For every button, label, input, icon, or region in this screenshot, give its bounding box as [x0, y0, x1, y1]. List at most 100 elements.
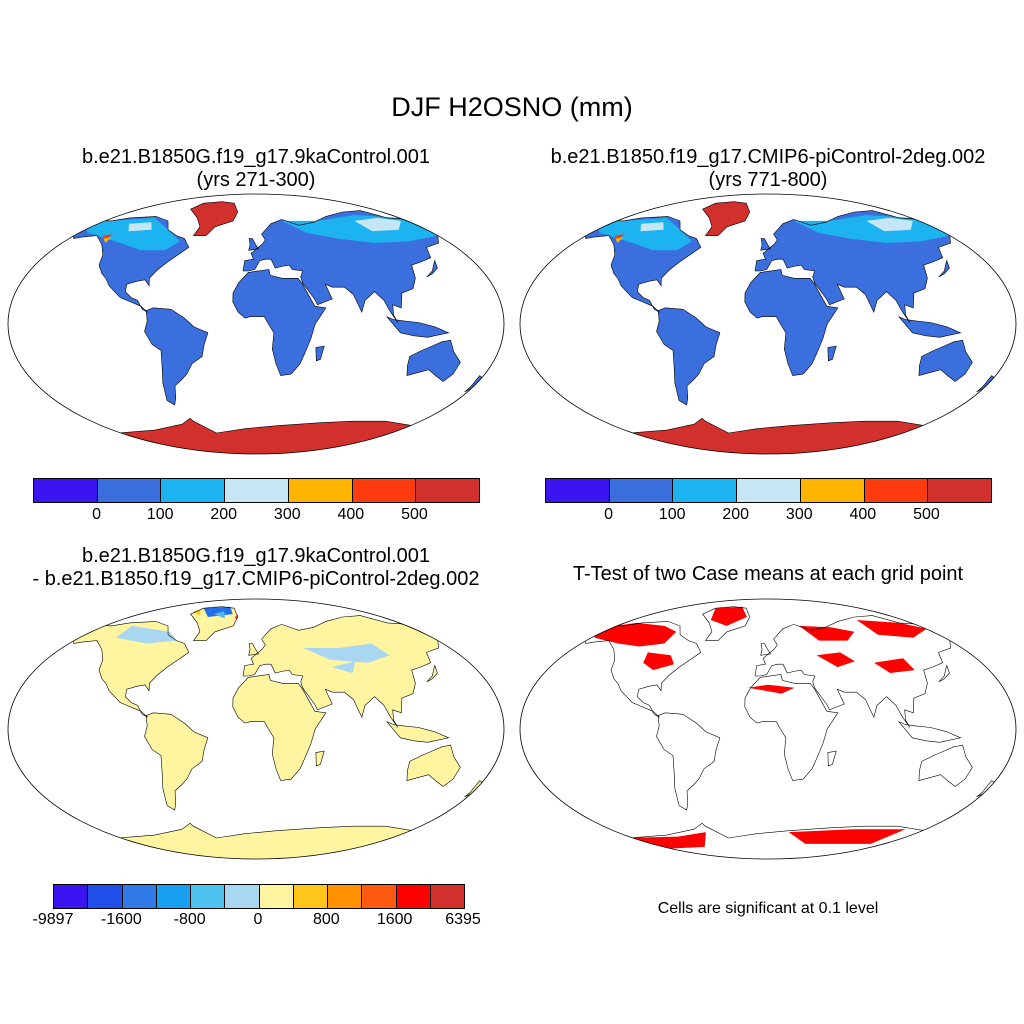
- coastline: [144, 307, 209, 406]
- landmass-north-america: [72, 621, 189, 718]
- coastline: [744, 674, 839, 781]
- colorbar-swatch: [293, 885, 328, 908]
- colorbar-swatch: [225, 885, 260, 908]
- landmass-antarctica: [73, 823, 434, 859]
- panel-title-line1: b.e21.B1850G.f19_g17.9kaControl.001: [81, 146, 431, 168]
- coastline: [918, 339, 973, 382]
- landmass-africa: [232, 269, 326, 376]
- colorbar-case2: [545, 478, 992, 503]
- panel-title-diff: b.e21.B1850G.f19_g17.9kaControl.001 - b.…: [0, 545, 512, 591]
- map-difference: [7, 598, 505, 860]
- colorbar-swatch: [34, 479, 98, 502]
- coastline: [232, 269, 327, 376]
- snow-region: [816, 652, 855, 668]
- colorbar-swatch: [191, 885, 226, 908]
- colorbar-tick-label: 400: [337, 506, 365, 523]
- colorbar-tick-label: 0: [253, 911, 263, 928]
- landmass-australia: [918, 340, 973, 382]
- coastline: [72, 216, 190, 313]
- coastline: [248, 238, 259, 251]
- snow-region: [81, 217, 180, 251]
- colorbar-tick-label: 0: [604, 506, 614, 523]
- coastline: [702, 201, 751, 236]
- coastline: [406, 744, 461, 787]
- coastline: [938, 664, 950, 683]
- landmass-japan: [938, 260, 950, 277]
- colorbar-tick-label: 400: [849, 506, 877, 523]
- snow-region: [103, 237, 112, 243]
- colorbar-swatch: [122, 885, 157, 908]
- landmass-eurasia: [755, 615, 967, 728]
- landmass-australia: [406, 745, 461, 787]
- landmass-south-america: [656, 712, 720, 810]
- landmass-antarctica: [585, 823, 946, 859]
- coastline: [242, 615, 456, 728]
- coastline: [656, 712, 721, 811]
- colorbar-tick-label: 500: [913, 506, 940, 523]
- colorbar-swatch: [362, 885, 397, 908]
- snow-region: [281, 215, 441, 243]
- coastline: [406, 339, 461, 382]
- snow-region: [354, 217, 401, 232]
- colorbar-swatch: [352, 479, 417, 502]
- colorbar-swatch: [97, 479, 162, 502]
- coastline: [760, 238, 771, 251]
- snow-region: [192, 609, 201, 616]
- coastline: [898, 316, 962, 338]
- colorbar-swatch: [609, 479, 674, 502]
- coastline: [898, 721, 962, 743]
- colorbar-swatch: [328, 885, 363, 908]
- colorbar-tick-label: 6395: [445, 911, 481, 928]
- colorbar-tick-label: 500: [401, 506, 428, 523]
- colorbar-swatch: [546, 479, 610, 502]
- coastline: [827, 750, 837, 767]
- landmass-africa: [744, 674, 838, 781]
- colorbar-swatch: [864, 479, 929, 502]
- snow-region: [593, 622, 677, 647]
- map-border: [7, 598, 505, 860]
- coastline: [938, 259, 950, 278]
- snow-region: [203, 606, 233, 617]
- panel-title-case2: b.e21.B1850.f19_g17.CMIP6-piControl-2deg…: [512, 146, 1024, 192]
- snow-region: [702, 201, 750, 236]
- snow-region: [793, 215, 953, 243]
- landmass-indonesia: [898, 721, 961, 743]
- snow-region: [640, 222, 664, 232]
- coastline: [744, 269, 839, 376]
- landmass-australia: [918, 745, 973, 787]
- snow-region: [593, 217, 692, 251]
- landmass-indonesia: [898, 316, 961, 338]
- map-border: [519, 598, 1017, 860]
- colorbar-swatch: [673, 479, 738, 502]
- coastline: [190, 201, 239, 236]
- landmass-madagascar: [827, 751, 837, 766]
- panel-title-line2: (yrs 771-800): [708, 169, 828, 191]
- map-border: [7, 193, 505, 455]
- colorbar-swatch: [161, 479, 226, 502]
- snow-region: [856, 620, 927, 638]
- coastline: [918, 744, 973, 787]
- colorbar-swatch: [156, 885, 191, 908]
- snow-region: [643, 652, 674, 671]
- coastline: [827, 345, 837, 362]
- colorbar-swatch: [396, 885, 431, 908]
- coastline: [248, 643, 259, 656]
- coastline: [315, 345, 325, 362]
- panel-title-line1: b.e21.B1850.f19_g17.CMIP6-piControl-2deg…: [550, 146, 986, 168]
- landmass-north-america: [584, 621, 701, 718]
- snow-region: [874, 658, 915, 673]
- ice-sheet-antarctica: [585, 418, 946, 454]
- snow-region: [748, 684, 795, 694]
- colorbar-swatch: [54, 885, 89, 908]
- colorbar-tick-label: 0: [92, 506, 102, 523]
- colorbar-swatch: [800, 479, 865, 502]
- landmass-greenland: [190, 606, 238, 641]
- panel-title-case1: b.e21.B1850G.f19_g17.9kaControl.001 (yrs…: [0, 146, 512, 192]
- landmass-south-america: [144, 712, 208, 810]
- significance-note: Cells are significant at 0.1 level: [657, 900, 879, 917]
- landmass-madagascar: [315, 346, 325, 361]
- landmass-africa: [744, 269, 838, 376]
- panel-title-line1: T-Test of two Case means at each grid po…: [572, 563, 964, 585]
- colorbar-case1-labels: 0 100 200 300 400 500: [0, 506, 512, 526]
- coastline: [386, 316, 450, 338]
